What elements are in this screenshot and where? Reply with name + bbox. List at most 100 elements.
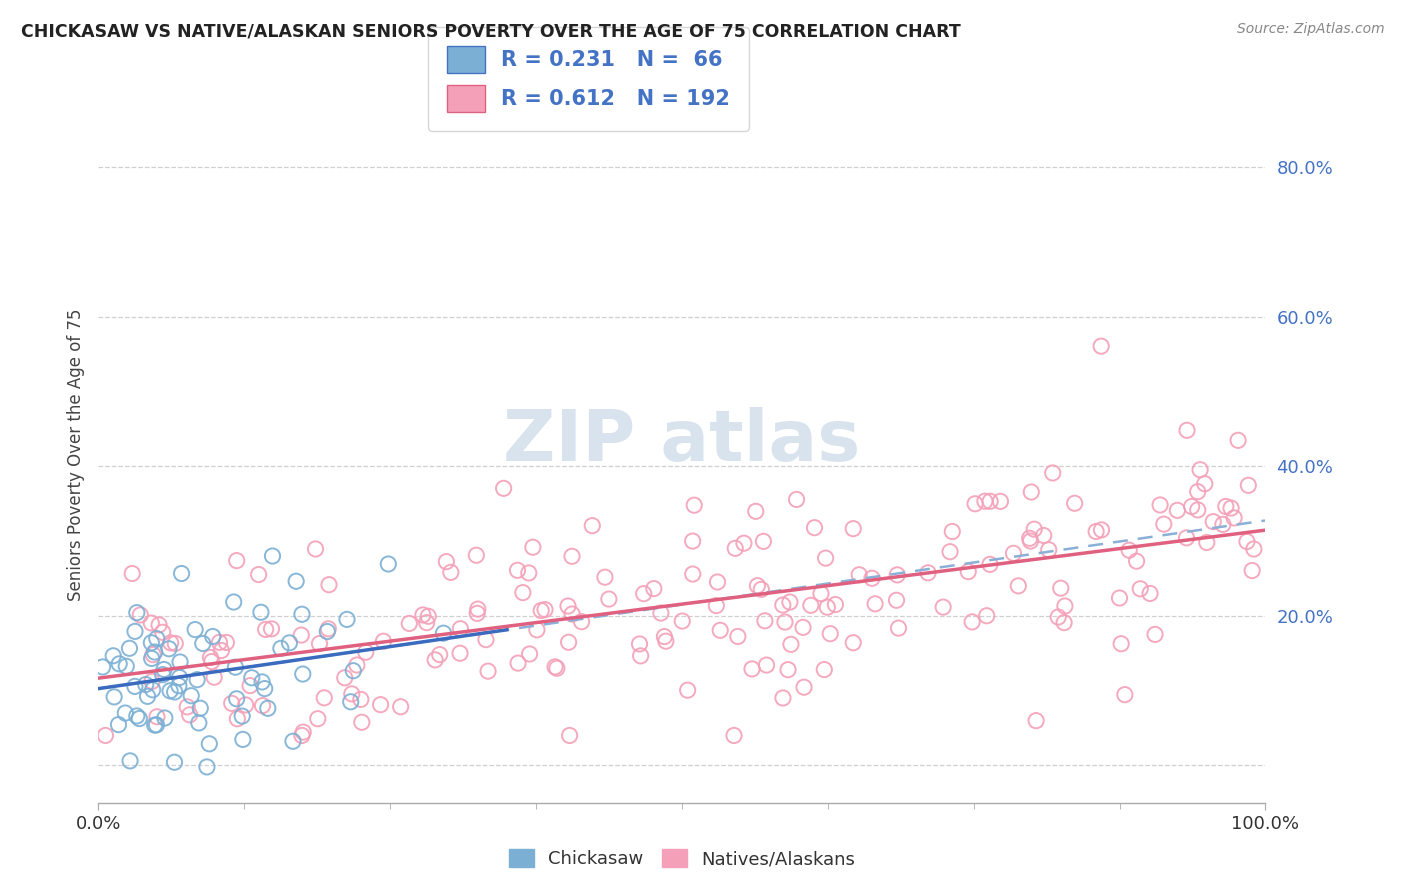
Point xyxy=(598,592,620,607)
Point xyxy=(336,612,359,626)
Point xyxy=(776,663,799,677)
Point xyxy=(114,706,136,720)
Point xyxy=(1109,637,1132,651)
Point xyxy=(201,630,224,644)
Point xyxy=(291,667,314,681)
Point xyxy=(1019,534,1042,549)
Point xyxy=(91,660,114,674)
Point xyxy=(231,709,253,723)
Point xyxy=(506,656,529,670)
Point xyxy=(522,540,544,554)
Point xyxy=(412,607,434,622)
Point xyxy=(232,732,254,747)
Y-axis label: Seniors Poverty Over the Age of 75: Seniors Poverty Over the Age of 75 xyxy=(66,309,84,601)
Point xyxy=(108,657,131,671)
Point xyxy=(1038,542,1060,557)
Point xyxy=(683,498,706,512)
Point xyxy=(1166,503,1188,517)
Point xyxy=(704,599,727,613)
Point xyxy=(278,636,301,650)
Point xyxy=(146,710,169,724)
Point xyxy=(755,658,778,673)
Point xyxy=(208,635,231,649)
Point xyxy=(170,566,193,581)
Point xyxy=(733,536,755,550)
Point xyxy=(1236,534,1258,549)
Point xyxy=(143,645,166,659)
Point xyxy=(965,497,987,511)
Point xyxy=(128,712,150,726)
Text: Source: ZipAtlas.com: Source: ZipAtlas.com xyxy=(1237,22,1385,37)
Point xyxy=(184,623,207,637)
Point xyxy=(1153,517,1175,532)
Point xyxy=(957,565,980,579)
Point xyxy=(773,615,796,629)
Point xyxy=(990,494,1012,508)
Point xyxy=(239,679,262,693)
Point xyxy=(1175,423,1198,437)
Point xyxy=(467,602,489,616)
Point xyxy=(593,570,616,584)
Point xyxy=(163,685,186,699)
Point xyxy=(240,671,263,685)
Point xyxy=(370,698,392,712)
Point xyxy=(333,671,356,685)
Point xyxy=(141,674,163,689)
Point xyxy=(107,717,129,731)
Point xyxy=(159,636,181,650)
Point xyxy=(260,622,283,636)
Point xyxy=(655,634,678,648)
Point xyxy=(1215,500,1237,514)
Point xyxy=(141,636,163,650)
Point xyxy=(941,524,963,539)
Point xyxy=(198,737,221,751)
Point xyxy=(803,521,825,535)
Point xyxy=(534,602,557,616)
Point xyxy=(115,659,138,673)
Point xyxy=(398,616,420,631)
Point xyxy=(1085,524,1108,539)
Point xyxy=(1139,586,1161,600)
Point xyxy=(786,492,808,507)
Point xyxy=(226,712,249,726)
Point xyxy=(887,621,910,635)
Point xyxy=(558,729,581,743)
Point xyxy=(129,607,152,622)
Point xyxy=(415,615,437,630)
Point xyxy=(724,541,747,556)
Point xyxy=(291,607,314,622)
Point xyxy=(752,534,775,549)
Point xyxy=(1053,599,1076,613)
Point xyxy=(1024,522,1046,536)
Point xyxy=(346,658,368,673)
Point xyxy=(148,618,170,632)
Point xyxy=(215,635,238,649)
Point xyxy=(1241,564,1264,578)
Point xyxy=(671,614,693,628)
Point xyxy=(1212,517,1234,532)
Point xyxy=(1195,535,1218,549)
Point xyxy=(682,567,704,582)
Point xyxy=(103,648,125,663)
Point xyxy=(449,646,471,660)
Point xyxy=(814,551,837,566)
Point xyxy=(1237,478,1260,492)
Point xyxy=(167,679,190,693)
Point xyxy=(307,712,329,726)
Point xyxy=(1144,627,1167,641)
Point xyxy=(142,682,165,697)
Point xyxy=(225,691,247,706)
Point xyxy=(960,615,983,629)
Point xyxy=(860,571,883,585)
Point xyxy=(530,603,553,617)
Point xyxy=(676,683,699,698)
Point xyxy=(1223,511,1246,525)
Point xyxy=(418,609,440,624)
Point xyxy=(1118,543,1140,558)
Point xyxy=(633,587,655,601)
Point xyxy=(152,667,174,681)
Legend: Chickasaw, Natives/Alaskans: Chickasaw, Natives/Alaskans xyxy=(499,840,865,877)
Point xyxy=(270,641,292,656)
Point xyxy=(180,689,202,703)
Text: ZIP atlas: ZIP atlas xyxy=(503,407,860,475)
